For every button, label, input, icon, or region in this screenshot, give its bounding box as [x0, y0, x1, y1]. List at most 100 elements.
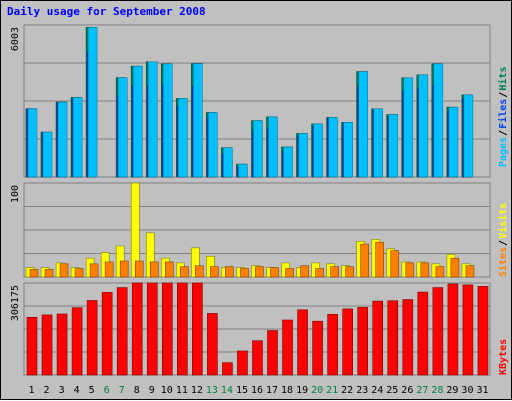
x-tick-label: 23 [356, 385, 368, 396]
bar-pages [433, 63, 444, 178]
x-tick-label: 28 [431, 385, 443, 396]
bar-pages [27, 108, 38, 178]
x-tick-label: 3 [59, 385, 65, 396]
bar-sites [29, 269, 39, 278]
bar-sites [119, 260, 129, 278]
bar-kbytes [282, 319, 293, 376]
x-tick-label: 20 [311, 385, 323, 396]
x-tick-label: 1 [29, 385, 35, 396]
bar-sites [104, 261, 114, 278]
bar-sites [300, 265, 309, 278]
bar-sites [465, 265, 475, 278]
bar-kbytes [192, 282, 203, 376]
legend-label: Visits [497, 203, 509, 239]
bar-kbytes [26, 317, 38, 376]
bar-kbytes [417, 291, 429, 376]
x-tick-label: 22 [341, 385, 353, 396]
bar-pages [163, 63, 173, 178]
y-max-label: 6003 [10, 27, 21, 51]
bar-kbytes [432, 287, 444, 376]
x-tick-label: 29 [446, 385, 458, 396]
x-tick-label: 9 [149, 385, 155, 396]
bar-pages [268, 116, 278, 178]
bar-pages [253, 120, 263, 178]
bar-sites [74, 268, 84, 278]
legend-separator: / [498, 130, 509, 136]
bar-pages [132, 65, 143, 178]
bar-kbytes [116, 287, 128, 376]
bar-pages [283, 146, 293, 178]
bar-sites [240, 268, 249, 278]
bar-pages [373, 108, 383, 178]
bar-pages [448, 106, 459, 178]
x-tick-label: 11 [176, 385, 188, 396]
y-max-label: 306175 [10, 285, 21, 321]
bar-kbytes [207, 313, 218, 376]
bar-sites [134, 260, 144, 278]
bar-kbytes [402, 299, 414, 376]
bar-sites [285, 268, 294, 278]
bar-pages [72, 97, 83, 178]
bar-pages [313, 123, 323, 178]
legend-label: KBytes [498, 339, 509, 375]
bar-pages [117, 77, 128, 178]
bar-sites [360, 243, 370, 278]
x-tick-label: 16 [251, 385, 263, 396]
bar-pages [328, 117, 338, 178]
x-tick-label: 31 [476, 385, 488, 396]
bar-kbytes [327, 314, 338, 376]
bar-pages [343, 122, 353, 178]
x-tick-label: 2 [44, 385, 50, 396]
bar-kbytes [387, 300, 399, 376]
legend-separator: / [498, 240, 509, 246]
x-tick-label: 14 [221, 385, 233, 396]
bar-kbytes [41, 314, 53, 376]
bar-sites [255, 266, 264, 278]
bar-sites [405, 262, 415, 278]
bar-kbytes [101, 292, 113, 376]
bar-kbytes [447, 283, 459, 376]
bar-kbytes [56, 313, 68, 376]
bar-kbytes [237, 350, 248, 376]
bar-kbytes [71, 307, 83, 376]
bar-sites [149, 261, 159, 278]
x-tick-label: 4 [74, 385, 80, 396]
bar-pages [208, 112, 218, 178]
bar-sites [180, 266, 189, 278]
x-tick-label: 15 [236, 385, 248, 396]
legend-label: Sites [497, 247, 509, 277]
bar-kbytes [357, 307, 369, 376]
bar-kbytes [146, 282, 158, 376]
bar-sites [89, 263, 99, 278]
bar-kbytes [252, 340, 263, 376]
bar-sites [450, 257, 460, 278]
bar-sites [225, 266, 234, 278]
bar-sites [375, 241, 385, 278]
x-tick-label: 12 [191, 385, 203, 396]
bar-pages [193, 63, 203, 178]
bar-pages [463, 94, 474, 178]
bar-pages [238, 163, 248, 178]
bar-sites [315, 268, 324, 278]
bar-pages [148, 61, 158, 178]
x-tick-label: 8 [134, 385, 140, 396]
bar-pages [388, 114, 399, 178]
bar-kbytes [86, 300, 98, 376]
bar-kbytes [131, 282, 143, 376]
y-max-label: 100 [10, 185, 21, 203]
legend-separator: / [498, 92, 509, 98]
bar-sites [195, 265, 204, 278]
x-tick-label: 21 [326, 385, 338, 396]
bar-sites [420, 262, 430, 278]
x-tick-label: 24 [371, 385, 383, 396]
bar-sites [435, 266, 445, 278]
bar-kbytes [177, 282, 188, 376]
bar-pages [418, 74, 429, 178]
bar-sites [44, 269, 54, 278]
x-tick-label: 30 [461, 385, 473, 396]
x-tick-label: 18 [281, 385, 293, 396]
bar-sites [270, 267, 279, 278]
x-tick-label: 10 [161, 385, 173, 396]
